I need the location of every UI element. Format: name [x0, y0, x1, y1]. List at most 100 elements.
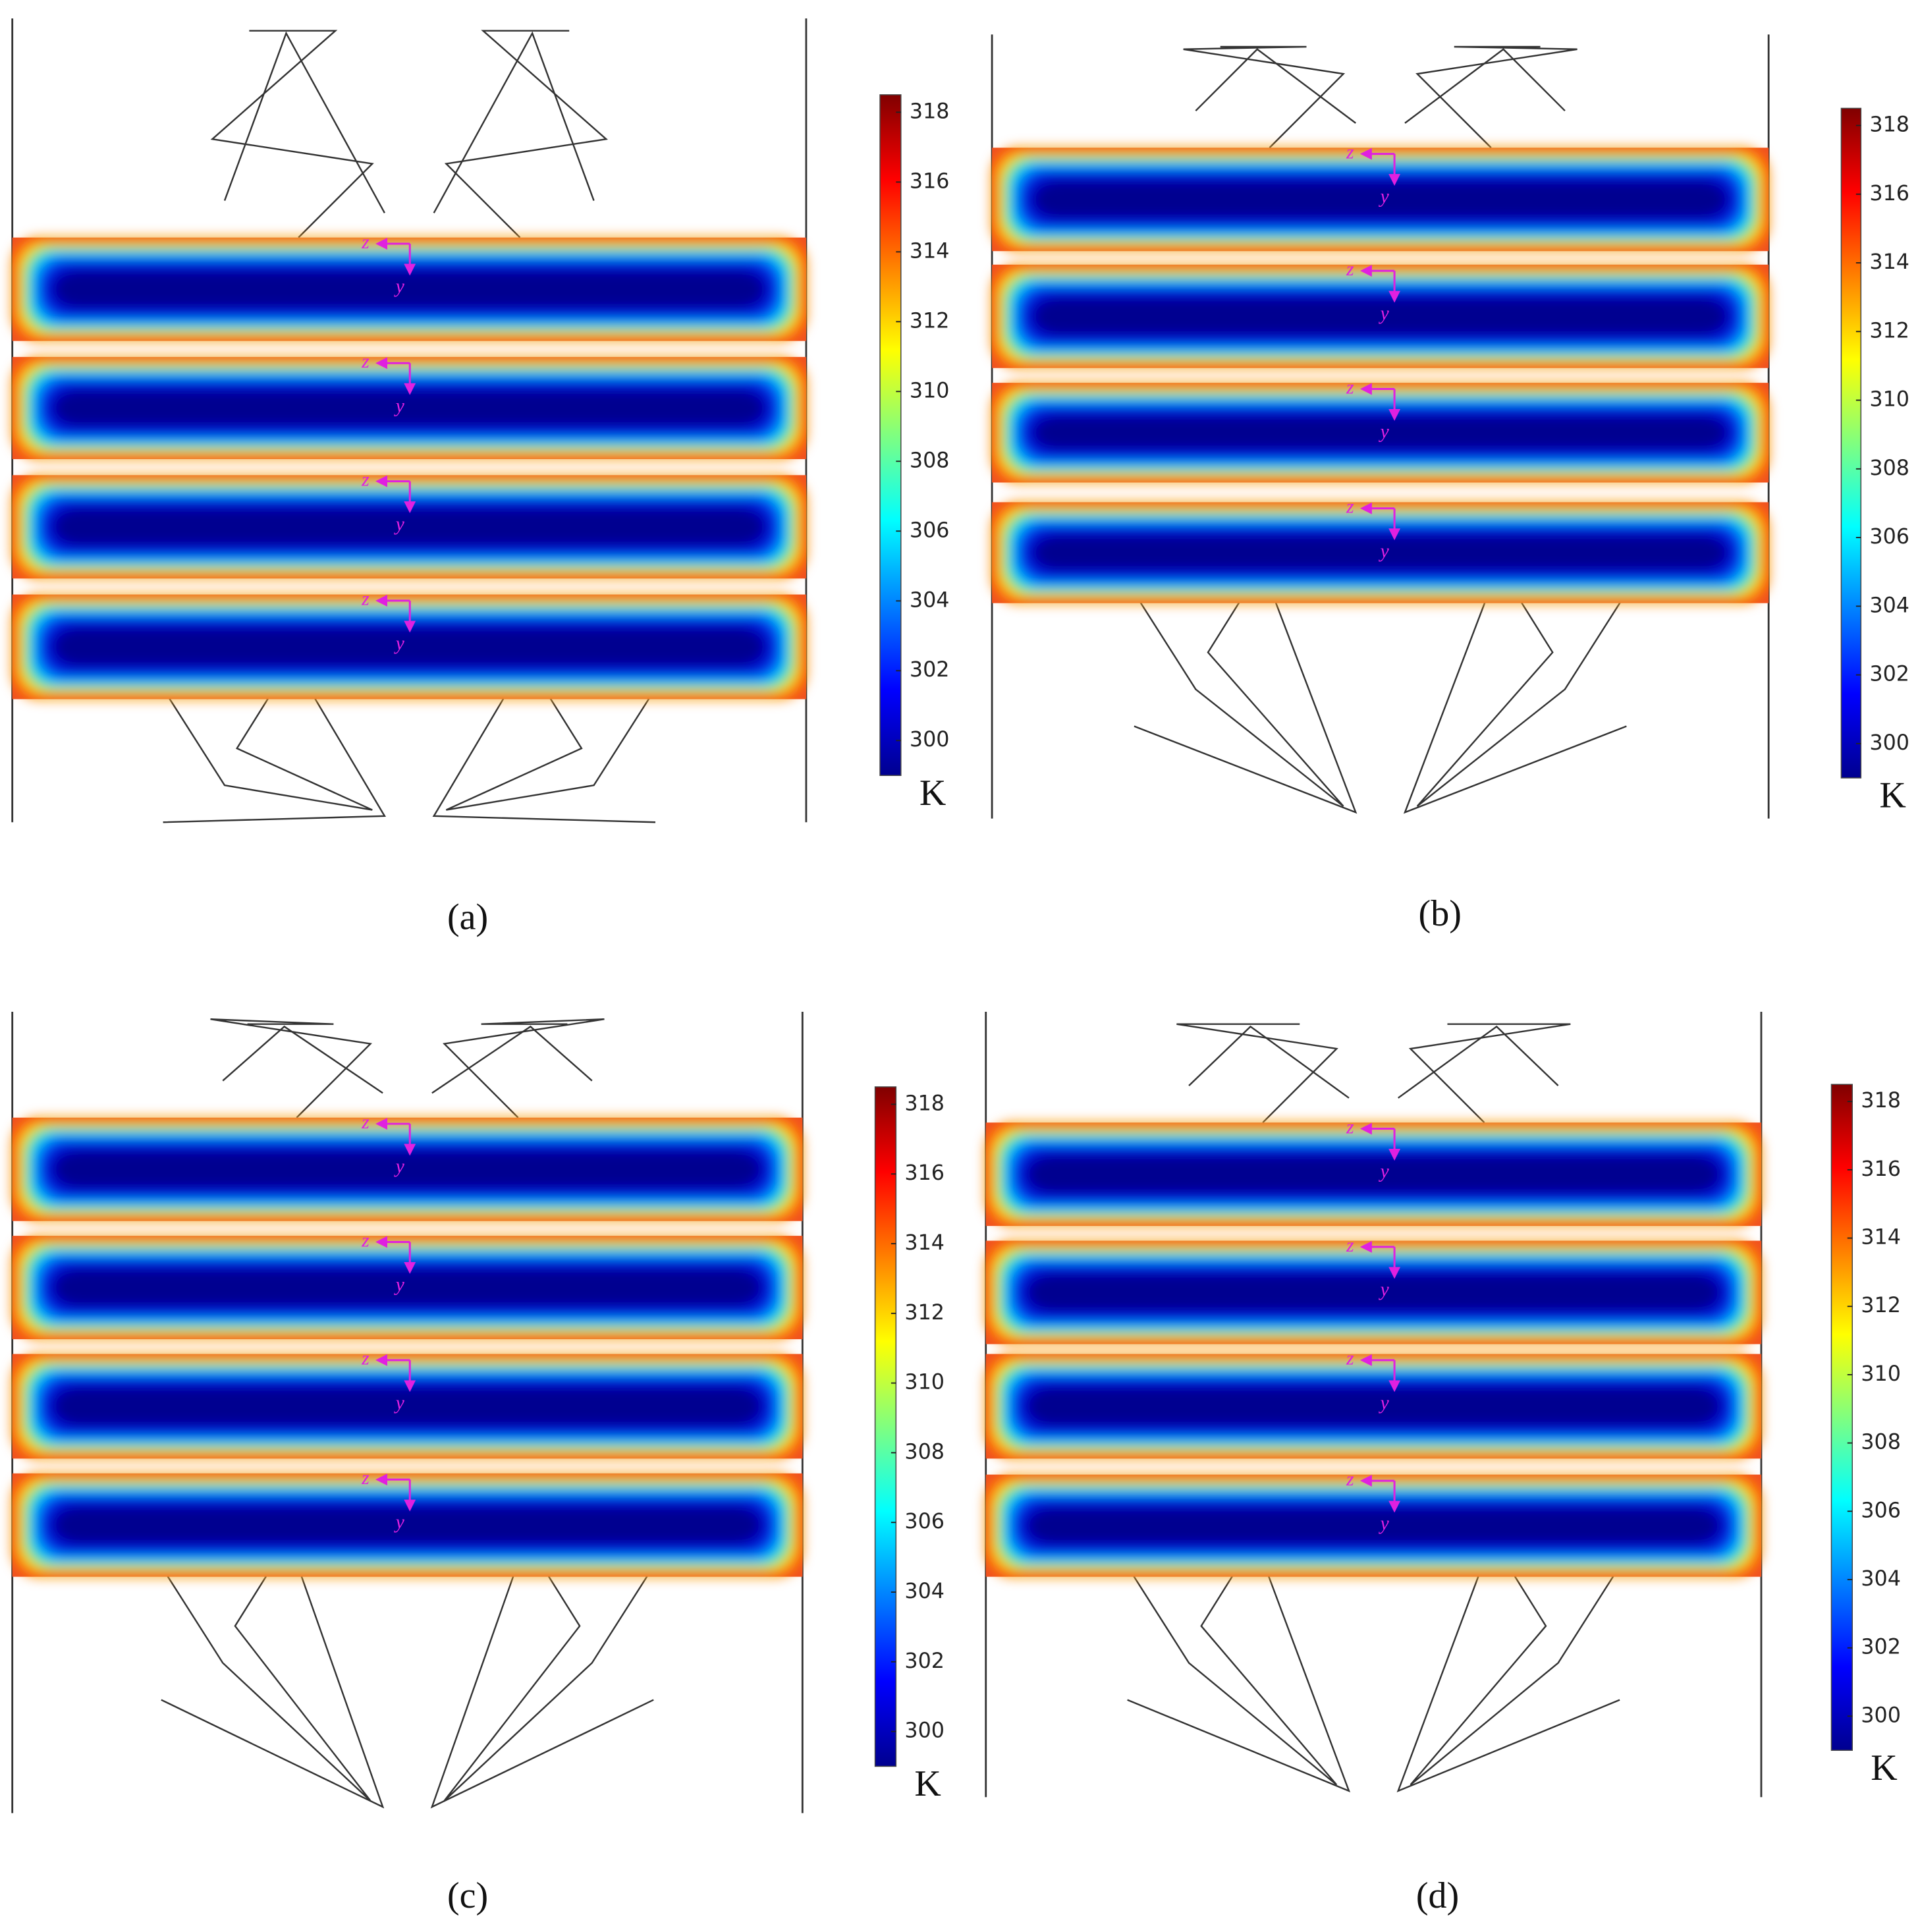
axis-label-y: y: [1379, 1279, 1390, 1300]
colorbar-tick-label: 318: [1861, 1089, 1901, 1113]
wire: [1396, 1527, 1620, 1793]
field-shell: [54, 1151, 761, 1188]
axis-label-z: z: [361, 350, 370, 372]
axis-label-y: y: [394, 1274, 405, 1296]
slice-field: [985, 1240, 1761, 1344]
colorbar-tick-label: 304: [904, 1580, 945, 1603]
axis-label-y: y: [1379, 1512, 1390, 1534]
field-shell: [54, 390, 765, 426]
field-shell: [54, 271, 765, 308]
wire: [1398, 1025, 1559, 1099]
colorbar-tick-label: 302: [1861, 1636, 1901, 1659]
wire: [1127, 1527, 1351, 1793]
wire: [210, 30, 374, 238]
colorbar-tick-label: 304: [910, 588, 950, 612]
colorbar: [874, 1086, 897, 1767]
field-shell: [54, 628, 765, 666]
field-shell: [1033, 536, 1727, 570]
wire: [163, 649, 387, 823]
axis-label-y: y: [394, 1155, 405, 1177]
axis-label-z: z: [1346, 141, 1354, 163]
colorbar-unit: K: [919, 773, 946, 814]
field-shell: [1033, 298, 1727, 335]
axis-label-z: z: [1346, 496, 1354, 518]
colorbar-tick-label: 300: [904, 1719, 945, 1743]
field-shell: [54, 1506, 761, 1543]
temperature-slice: zy: [12, 1348, 803, 1459]
axis-label-y: y: [394, 395, 405, 416]
slice-field: [992, 264, 1769, 368]
wire: [433, 31, 595, 213]
colorbar-tick-label: 310: [910, 379, 950, 402]
wire: [431, 1025, 593, 1094]
slice-field: [992, 502, 1769, 603]
temperature-slice: zy: [12, 468, 806, 579]
axis-label-z: z: [1346, 1468, 1354, 1490]
colorbar-tick-label: 306: [904, 1510, 945, 1533]
colorbar-tick-label: 312: [904, 1301, 945, 1325]
wire: [222, 1025, 383, 1094]
axis-label-y: y: [394, 632, 405, 654]
colorbar-tick-label: 302: [904, 1649, 945, 1673]
temperature-slice: zy: [12, 1111, 803, 1221]
axis-label-z: z: [361, 231, 370, 253]
field-shell: [54, 1269, 761, 1306]
wire: [430, 1527, 654, 1809]
colorbar-tick-label: 316: [1869, 182, 1909, 206]
colorbar-tick-label: 316: [1861, 1157, 1901, 1181]
temperature-slice: zy: [992, 496, 1769, 603]
axis-label-z: z: [361, 1229, 370, 1251]
colorbar-tick-label: 312: [910, 309, 950, 333]
colorbar-tick-label: 306: [1869, 525, 1909, 549]
temperature-slice: zy: [985, 1116, 1761, 1227]
slice-field: [985, 1474, 1761, 1577]
axis-label-y: y: [1379, 421, 1390, 443]
slice-field: [12, 1236, 803, 1340]
colorbar-tick-label: 316: [904, 1161, 945, 1185]
temperature-slice: zy: [985, 1348, 1761, 1459]
colorbar-tick-label: 316: [910, 169, 950, 193]
wire: [161, 1527, 385, 1809]
wire: [1403, 553, 1627, 814]
slice-field: [985, 1354, 1761, 1459]
temperature-slice: zy: [985, 1468, 1761, 1577]
colorbar-tick-label: 304: [1861, 1567, 1901, 1591]
colorbar: [1830, 1084, 1853, 1751]
colorbar-unit: K: [1871, 1748, 1897, 1788]
axis-label-z: z: [1346, 376, 1354, 398]
axis-label-y: y: [394, 1511, 405, 1533]
colorbar-tick-label: 314: [1861, 1226, 1901, 1250]
axis-label-y: y: [1379, 302, 1390, 324]
wire: [1408, 1023, 1571, 1124]
axis-label-z: z: [361, 588, 370, 610]
colorbar-tick-label: 318: [1869, 113, 1909, 137]
field-shell: [1028, 1274, 1720, 1311]
axis-label-y: y: [1379, 186, 1390, 207]
field-shell: [54, 509, 765, 545]
axis-label-z: z: [1346, 1234, 1354, 1256]
colorbar-tick-label: 314: [1869, 250, 1909, 274]
temperature-slice: zy: [992, 258, 1769, 368]
slice-field: [12, 1354, 803, 1459]
colorbar-tick-label: 302: [1869, 663, 1909, 686]
panel: zyzyzyzy300302304306308310312314316318K(…: [11, 18, 950, 938]
field-shell: [1033, 416, 1727, 449]
colorbar-unit: K: [1879, 775, 1906, 816]
wire: [1188, 1025, 1350, 1099]
colorbar-unit: K: [914, 1763, 941, 1804]
colorbar-tick-label: 312: [1861, 1294, 1901, 1317]
panel: zyzyzyzy300302304306308310312314316318K(…: [991, 34, 1909, 934]
field-shell: [1028, 1156, 1720, 1193]
colorbar-tick-label: 310: [1861, 1362, 1901, 1386]
slice-field: [12, 594, 806, 700]
colorbar: [1840, 107, 1862, 779]
field-shell: [1033, 181, 1727, 218]
temperature-slice: zy: [12, 231, 806, 341]
field-shell: [54, 1387, 761, 1425]
slice-field: [12, 1117, 803, 1221]
temperature-slice: zy: [12, 350, 806, 459]
slice-field: [12, 237, 806, 341]
colorbar-tick-label: 302: [910, 658, 950, 682]
colorbar-tick-label: 300: [1861, 1703, 1901, 1727]
